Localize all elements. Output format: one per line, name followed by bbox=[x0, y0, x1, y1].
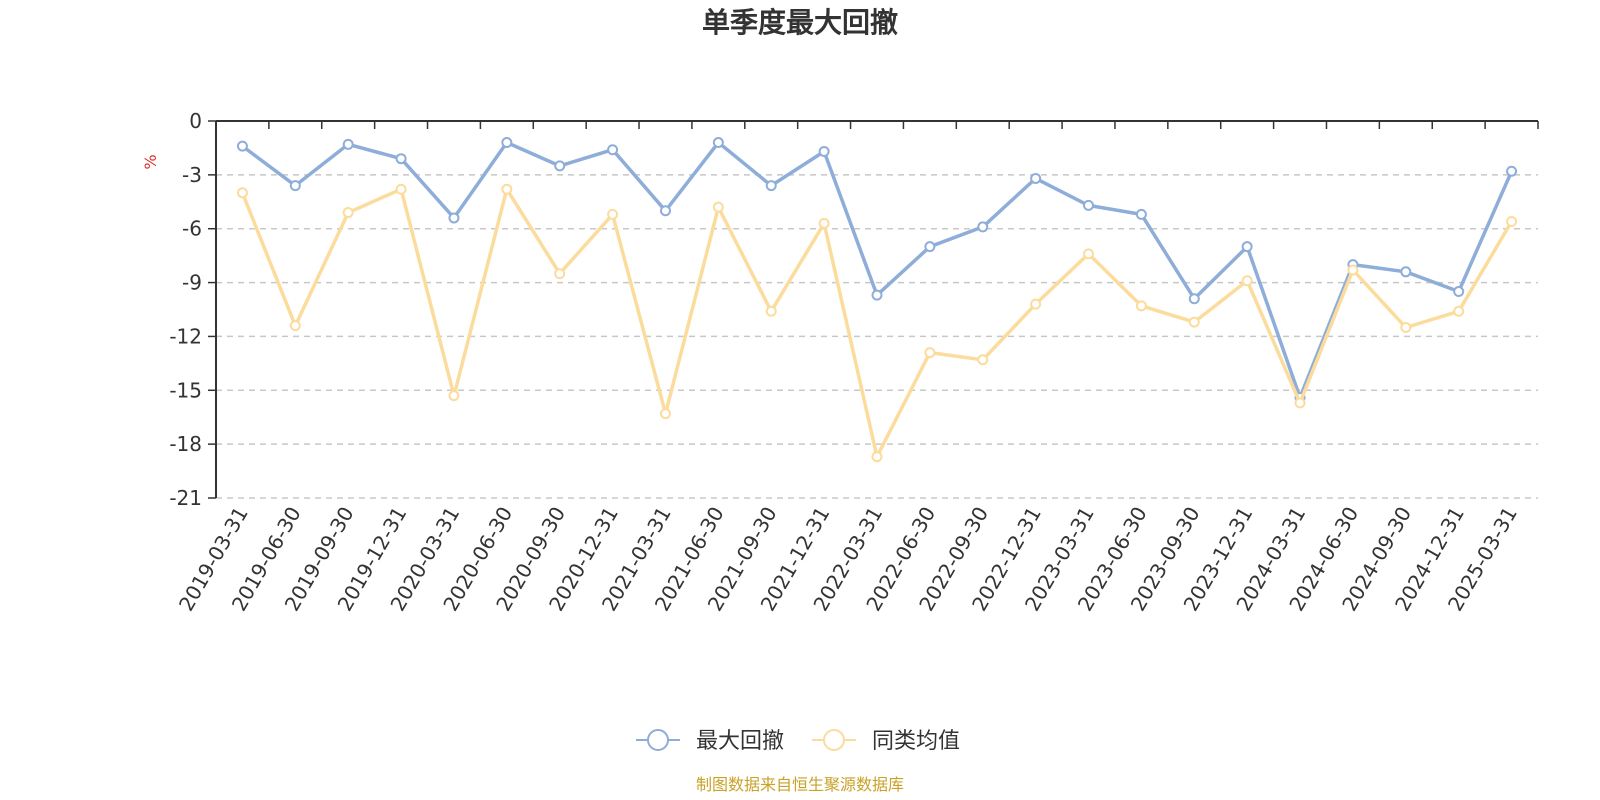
gridlines bbox=[216, 174, 1538, 499]
data-point bbox=[977, 354, 989, 366]
data-point bbox=[1135, 300, 1147, 312]
data-point bbox=[924, 347, 936, 359]
data-point bbox=[1030, 298, 1042, 310]
data-point bbox=[1453, 286, 1465, 298]
data-point bbox=[712, 201, 724, 213]
data-point bbox=[659, 408, 671, 420]
data-point bbox=[1188, 316, 1200, 328]
y-axis-ticks: 0 -3 -6 -9 -12 -15 -18 -21 bbox=[169, 109, 216, 510]
series-1 bbox=[236, 137, 1518, 403]
y-tick-label: -18 bbox=[169, 432, 202, 456]
source-note: 制图数据来自恒生聚源数据库 bbox=[696, 775, 904, 794]
data-point bbox=[448, 212, 460, 224]
data-point bbox=[765, 180, 777, 192]
data-point bbox=[289, 180, 301, 192]
legend-marker bbox=[823, 729, 845, 751]
data-point bbox=[1083, 248, 1095, 260]
data-point bbox=[342, 138, 354, 150]
data-point bbox=[236, 187, 248, 199]
data-point bbox=[1294, 397, 1306, 409]
y-tick-label: -21 bbox=[169, 486, 202, 510]
data-point bbox=[1400, 321, 1412, 333]
chart-title: 单季度最大回撤 bbox=[702, 6, 898, 39]
data-point bbox=[501, 137, 513, 149]
data-point bbox=[1241, 275, 1253, 287]
data-point bbox=[659, 205, 671, 217]
y-tick-label: -15 bbox=[169, 378, 202, 402]
y-tick-label: -12 bbox=[169, 324, 202, 348]
y-tick-label: -3 bbox=[182, 163, 202, 187]
series-2 bbox=[236, 183, 1518, 463]
legend-marker bbox=[647, 729, 669, 751]
data-point bbox=[607, 144, 619, 156]
y-tick-label: -9 bbox=[182, 271, 202, 295]
data-point bbox=[1135, 208, 1147, 220]
data-point bbox=[395, 183, 407, 195]
data-point bbox=[818, 146, 830, 158]
data-point bbox=[1506, 216, 1518, 228]
y-tick-label: 0 bbox=[189, 109, 202, 133]
data-point bbox=[765, 305, 777, 317]
data-point bbox=[501, 183, 513, 195]
data-point bbox=[871, 451, 883, 463]
series-line bbox=[241, 140, 1514, 400]
data-point bbox=[448, 390, 460, 402]
data-point bbox=[554, 160, 566, 172]
legend-item-2[interactable]: 同类均值 bbox=[812, 729, 960, 754]
data-point bbox=[712, 137, 724, 149]
data-point bbox=[1400, 266, 1412, 278]
legend-item-1[interactable]: 最大回撤 bbox=[636, 729, 784, 754]
y-axis-unit: % bbox=[141, 154, 160, 169]
data-point bbox=[342, 207, 354, 219]
data-point bbox=[924, 241, 936, 253]
legend[interactable]: 最大回撤 同类均值 bbox=[636, 729, 960, 754]
axes bbox=[215, 120, 1538, 498]
data-point bbox=[395, 153, 407, 165]
data-point bbox=[1188, 293, 1200, 305]
data-point bbox=[818, 217, 830, 229]
data-point bbox=[1506, 165, 1518, 177]
data-point bbox=[607, 208, 619, 220]
data-point bbox=[554, 268, 566, 280]
data-point bbox=[1030, 172, 1042, 184]
data-point bbox=[1241, 241, 1253, 253]
data-point bbox=[871, 289, 883, 301]
data-point bbox=[1347, 264, 1359, 276]
data-point bbox=[1083, 199, 1095, 211]
y-tick-label: -6 bbox=[182, 217, 202, 241]
legend-label: 最大回撤 bbox=[696, 729, 784, 754]
series-lines bbox=[236, 137, 1518, 463]
data-point bbox=[236, 140, 248, 152]
data-point bbox=[289, 320, 301, 332]
legend-label: 同类均值 bbox=[872, 729, 960, 754]
data-point bbox=[977, 221, 989, 233]
data-point bbox=[1453, 305, 1465, 317]
